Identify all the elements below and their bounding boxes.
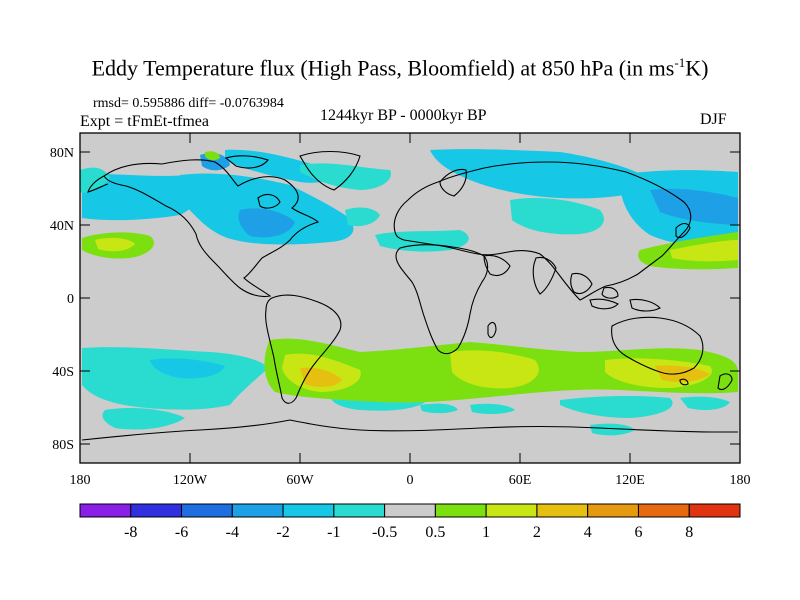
period-label: 1244kyr BP - 0000kyr BP: [320, 107, 487, 124]
lat-label-80n: 80N: [50, 146, 74, 161]
colorbar-label-5: -0.5: [372, 524, 397, 541]
flux-north-atlantic-cyan: [300, 163, 391, 190]
coastline-greenland: [299, 150, 361, 191]
colorbar-label-9: 4: [584, 524, 592, 541]
title-tail: K): [685, 55, 709, 81]
lon-label-0: 0: [407, 473, 414, 488]
colorbar-box-5: [333, 503, 386, 518]
coastline-indonesia: [589, 298, 619, 310]
experiment-label: Expt = tFmEt-tfmea: [80, 113, 209, 130]
coastline-hudson-bay: [257, 193, 281, 209]
coastline-australia: [611, 316, 704, 375]
coastline-new-zealand: [717, 373, 733, 391]
flux-se-indian-orange: [655, 365, 710, 382]
longitude-labels: 180 120W 60W 0 60E 120E 180: [70, 473, 751, 488]
colorbar-label-1: -6: [175, 524, 188, 541]
lon-label-120w: 120W: [173, 473, 208, 488]
colorbar-box-10: [587, 503, 639, 518]
flux-alaska-lightcyan: [80, 167, 110, 193]
coastline-japan: [675, 222, 691, 239]
flux-antarctic-cyan: [590, 423, 635, 436]
flux-hudson-cyan: [225, 149, 331, 183]
coastline-africa: [395, 244, 489, 355]
colorbar-label-2: -4: [226, 524, 239, 541]
colorbar-label-11: 8: [685, 524, 693, 541]
colorbar-box-12: [688, 503, 741, 518]
title-main: Eddy Temperature flux (High Pass, Bloomf…: [91, 55, 675, 81]
lon-label-180w: 180: [70, 473, 91, 488]
flux-south-atlantic-orange: [300, 367, 342, 388]
coastlines: [81, 150, 738, 441]
coastline-arabia: [483, 254, 511, 277]
flux-ne-asia-blue: [650, 188, 738, 225]
lon-label-180e: 180: [730, 473, 751, 488]
coastline-arctic-islands: [224, 155, 269, 169]
lon-label-60w: 60W: [286, 473, 314, 488]
lon-label-120e: 120E: [615, 473, 645, 488]
colorbar-labels: -8 -6 -4 -2 -1 -0.5 0.5 1 2 4 6 8: [124, 524, 693, 541]
lat-label-40n: 40N: [50, 219, 74, 234]
coastline-north-america: [103, 159, 320, 298]
flux-southern-ocean-cyan: [470, 403, 515, 415]
flux-south-indian-green-2: [540, 372, 600, 386]
colorbar-box-4: [282, 503, 335, 518]
coastline-borneo: [601, 286, 619, 299]
flux-south-indian-cyan: [560, 395, 673, 418]
flux-nw-atlantic-cyan: [345, 207, 380, 227]
flux-antarctic-cyan-2: [420, 403, 458, 414]
flux-south-pacific-deepcyan: [150, 358, 225, 379]
colorbar: [79, 503, 741, 518]
flux-siberia-cyan: [430, 149, 660, 199]
colorbar-box-0: [79, 503, 132, 518]
season-label: DJF: [700, 111, 727, 128]
title-superscript: -1: [674, 55, 686, 70]
colorbar-label-6: 0.5: [425, 524, 445, 541]
flux-fields: [80, 149, 738, 436]
coastline-scandinavia: [439, 168, 467, 197]
coastline-new-guinea: [629, 298, 661, 312]
flux-arctic-green: [205, 151, 220, 161]
colorbar-box-1: [130, 503, 183, 518]
coastline-india: [532, 256, 557, 295]
coastline-madagascar: [487, 321, 497, 339]
colorbar-label-4: -1: [327, 524, 340, 541]
coastline-south-america: [265, 294, 342, 404]
lon-label-60e: 60E: [509, 473, 532, 488]
flux-central-asia-cyan: [510, 198, 604, 235]
lat-label-40s: 40S: [52, 365, 74, 380]
flux-north-pacific-yellow: [95, 237, 135, 252]
colorbar-label-10: 6: [634, 524, 642, 541]
lat-label-80s: 80S: [52, 438, 74, 453]
colorbar-label-0: -8: [124, 524, 137, 541]
colorbar-box-3: [231, 503, 284, 518]
colorbar-box-8: [485, 503, 538, 518]
colorbar-box-2: [181, 503, 233, 518]
latitude-labels: 80N 40N 0 40S 80S: [50, 146, 74, 453]
flux-nw-pacific-yellow: [670, 240, 738, 262]
lat-label-0: 0: [67, 292, 74, 307]
colorbar-box-6: [384, 503, 436, 518]
colorbar-label-3: -2: [276, 524, 289, 541]
flux-southwest-pacific-cyan: [102, 407, 185, 430]
colorbar-box-11: [637, 503, 690, 518]
flux-south-pacific-cyan: [82, 347, 268, 410]
flux-north-america-cyan: [180, 173, 354, 245]
colorbar-box-7: [434, 503, 487, 518]
plot-title: Eddy Temperature flux (High Pass, Bloomf…: [0, 55, 800, 81]
flux-south-indian-yellow: [450, 350, 539, 389]
coastline-eurasia: [393, 161, 692, 301]
flux-nw-pacific-cyan: [82, 174, 199, 221]
coastline-antarctica: [81, 419, 738, 441]
flux-southeast-pacific-cyan: [680, 396, 730, 410]
colorbar-box-9: [536, 503, 589, 518]
colorbar-label-8: 2: [533, 524, 541, 541]
flux-us-east-blue: [238, 208, 295, 238]
colorbar-label-7: 1: [482, 524, 490, 541]
axis-ticks: [80, 133, 740, 463]
rmsd-diff-stats: rmsd= 0.595886 diff= -0.0763984: [93, 96, 284, 111]
coastline-alaska: [87, 175, 109, 193]
coastline-tasmania: [679, 378, 689, 386]
coastline-se-asia: [570, 272, 593, 295]
